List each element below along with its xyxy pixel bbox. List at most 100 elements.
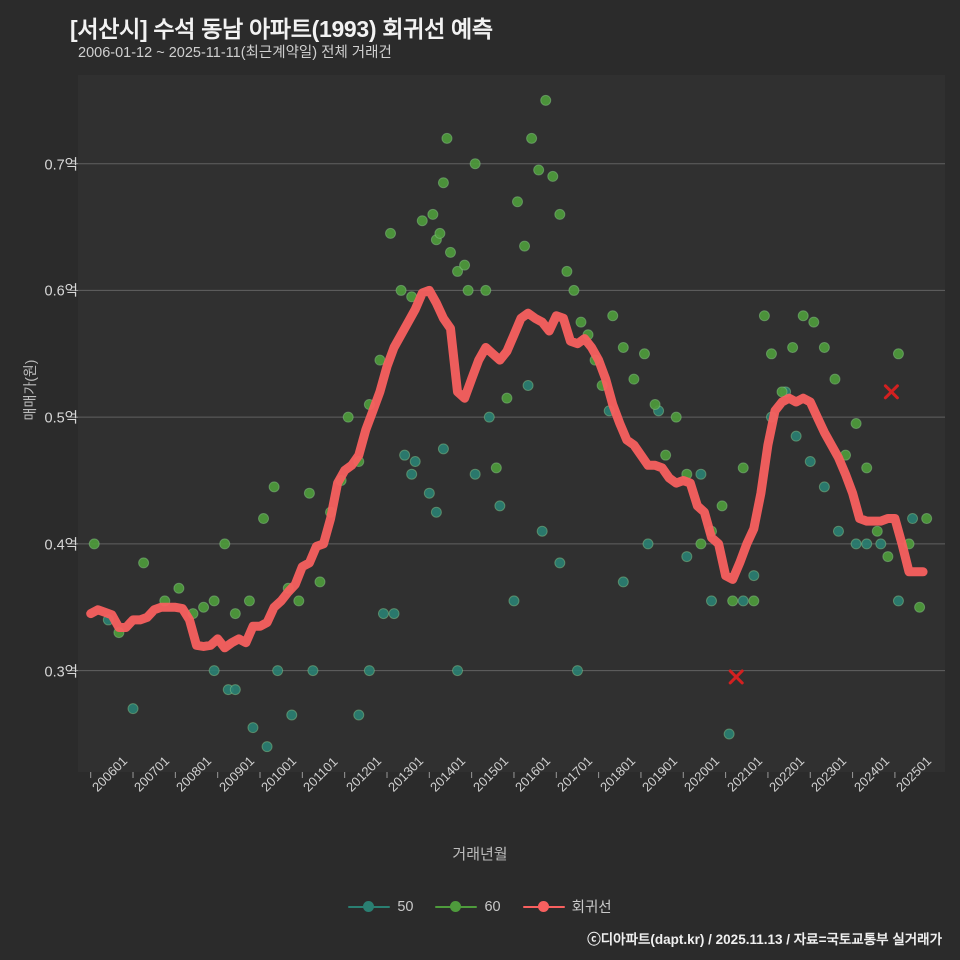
scatter-point	[258, 513, 270, 525]
scatter-point	[607, 310, 619, 322]
scatter-point	[519, 240, 531, 252]
scatter-point	[385, 227, 397, 239]
scatter-point	[575, 316, 587, 328]
outlier-markers	[728, 384, 899, 685]
scatter-point	[353, 709, 365, 721]
scatter-point	[748, 570, 760, 582]
scatter-point	[173, 582, 185, 594]
scatter-point	[829, 373, 841, 385]
legend-item-60[interactable]: 60	[435, 899, 501, 915]
scatter-point	[501, 392, 513, 404]
scatter-point	[314, 576, 326, 588]
scatter-point	[303, 487, 315, 499]
outlier-x-icon	[728, 669, 744, 685]
scatter-point	[716, 500, 728, 512]
scatter-point	[483, 411, 495, 423]
scatter-point	[286, 709, 298, 721]
scatter-point	[243, 595, 255, 607]
scatter-point	[571, 665, 583, 677]
scatter-point	[469, 158, 481, 170]
scatter-point	[638, 348, 650, 360]
scatter-point	[423, 487, 435, 499]
scatter-point	[818, 481, 830, 493]
scatter-point	[452, 665, 464, 677]
scatter-point	[441, 132, 453, 144]
legend-item-회귀선[interactable]: 회귀선	[522, 896, 612, 917]
y-tick-label: 0.5억	[44, 410, 79, 427]
scatter-point	[427, 208, 439, 220]
scatter-point	[804, 456, 816, 468]
scatter-point	[293, 595, 305, 607]
legend-marker-icon	[435, 900, 478, 914]
scatter-point	[480, 284, 492, 296]
scatter-point	[695, 468, 707, 480]
scatter-point	[850, 538, 862, 550]
scatter-point	[861, 538, 873, 550]
scatter-point	[444, 246, 456, 258]
scatter-point	[871, 525, 883, 537]
scatter-point	[437, 443, 449, 455]
scatter-point	[247, 722, 259, 734]
scatter-point	[875, 538, 887, 550]
scatter-point	[892, 595, 904, 607]
scatter-point	[649, 398, 661, 410]
scatter-point	[533, 164, 545, 176]
scatter-point	[554, 557, 566, 569]
scatter-point	[790, 430, 802, 442]
y-axis-label: 매매가(원)	[22, 359, 38, 421]
scatter-point	[660, 449, 672, 461]
legend-marker-icon	[522, 900, 565, 914]
scatter-point	[430, 506, 442, 518]
scatter-point	[568, 284, 580, 296]
plot-background	[78, 75, 945, 772]
scatter-point	[758, 310, 770, 322]
scatter-point	[695, 538, 707, 550]
y-tick-label: 0.6억	[44, 283, 79, 300]
scatter-point	[628, 373, 640, 385]
scatter-point	[882, 551, 894, 563]
legend-marker-icon	[348, 900, 391, 914]
scatter-point	[808, 316, 820, 328]
scatter-point	[437, 177, 449, 189]
legend-item-50[interactable]: 50	[348, 899, 413, 915]
scatter-point	[342, 411, 354, 423]
scatter-point	[818, 341, 830, 353]
scatter-point	[727, 595, 739, 607]
scatter-point	[765, 348, 777, 360]
scatter-point	[511, 196, 523, 208]
scatter-point	[388, 608, 400, 620]
scatter-point	[434, 227, 446, 239]
scatter-point	[395, 284, 407, 296]
chart-title: [서산시] 수석 동남 아파트(1993) 회귀선 예측	[70, 16, 493, 42]
scatter-point	[861, 462, 873, 474]
scatter-point	[540, 94, 552, 106]
scatter-point	[914, 601, 926, 613]
scatter-point	[459, 259, 471, 271]
scatter-point	[617, 341, 629, 353]
scatter-point	[494, 500, 506, 512]
scatter-point	[307, 665, 319, 677]
scatter-point	[554, 208, 566, 220]
scatter-point	[452, 265, 464, 277]
y-tick-label: 0.7억	[44, 157, 79, 174]
scatter-point	[642, 538, 654, 550]
scatter-point	[229, 684, 241, 696]
outlier-x-icon	[883, 384, 899, 400]
scatter-point	[416, 215, 428, 227]
footer-credit: ⓒ디아파트(dapt.kr) / 2025.11.13 / 자료=국토교통부 실…	[587, 932, 942, 947]
scatter-point	[469, 468, 481, 480]
scatter-point	[723, 728, 735, 740]
scatter-point	[737, 462, 749, 474]
scatter-point	[198, 601, 210, 613]
scatter-point	[776, 386, 788, 398]
scatter-point	[490, 462, 502, 474]
scatter-point	[406, 468, 418, 480]
chart-subtitle: 2006-01-12 ~ 2025-11-11(최근계약일) 전체 거래건	[78, 45, 392, 61]
scatter-point	[409, 456, 421, 468]
x-axis-label: 거래년월	[452, 846, 508, 863]
scatter-point	[377, 608, 389, 620]
scatter-point	[88, 538, 100, 550]
scatter-point	[892, 348, 904, 360]
legend-label: 회귀선	[571, 900, 612, 916]
